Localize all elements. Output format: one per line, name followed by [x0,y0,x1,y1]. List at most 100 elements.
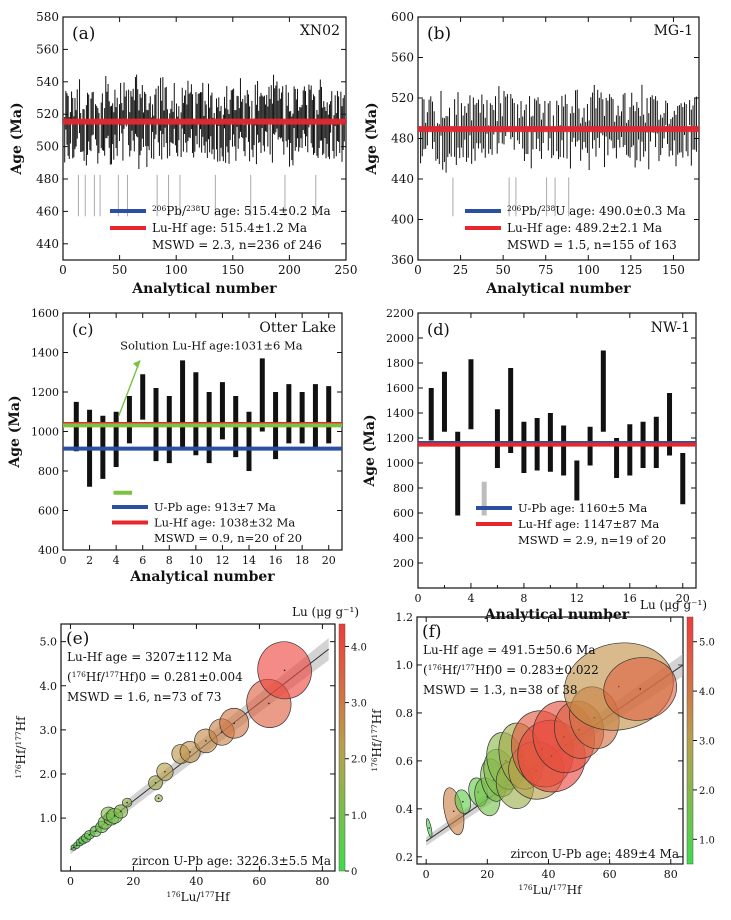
chart-panel-a: 0 50 100 150 200 250 440 460 480 500 520 540 560 580 (… [9,10,357,297]
x-tick-label: 60 [252,875,266,888]
x-axis-label-part: Lu/ [181,890,202,904]
y-tick-label: 400 [391,213,414,227]
y-tick-label: 200 [393,557,414,570]
y-tick-label: 1600 [31,307,59,320]
zircon-age-annotation: zircon U-Pb age: 489±4 Ma [510,847,679,861]
y-axis-label: Age (Ma) [364,102,380,175]
legend-entry: Lu-Hf age: 1038±32 Ma [154,516,295,530]
colorbar-tick-label: 5.0 [699,638,715,649]
x-axis-label: Analytical number [484,607,630,623]
y-tick-label: 500 [36,140,59,154]
colorbar-tick-label: 0 [351,867,357,878]
y-tick-label: 1000 [31,426,59,439]
y-tick-label: 5.0 [40,636,58,649]
y-axis-label-part: Hf/ [370,738,384,758]
legend-entry: 206Pb/238U age: 515.4±0.2 Ma [152,204,331,219]
sample-name: XN02 [300,23,340,39]
plot-frame [416,616,684,865]
plot-frame [62,16,347,261]
y-tick-label: 480 [36,172,59,186]
y-axis-label: 176Hf/177Hf [14,715,29,779]
y-tick-label: 580 [36,10,59,24]
x-tick-label: 50 [112,263,127,277]
data-point-center [94,830,97,833]
initial-ratio-annotation-part: ( [423,663,428,677]
colorbar-tick-label: 2.0 [351,755,367,766]
x-axis-label-part: 177 [200,890,214,899]
x-axis-label: 176Lu/177Hf [166,890,231,905]
data-point-center [189,751,191,753]
y-tick-label: 600 [38,505,59,518]
zircon-age-annotation: zircon U-Pb age: 3226.3±5.5 Ma [132,854,331,868]
initial-ratio-annotation-part: 176 [72,670,86,679]
y-tick-label: 1200 [386,432,414,445]
y-axis-label: Age (Ma) [9,102,25,175]
chart-panel-c: 0 2 4 6 8 10 12 14 16 18 20 400 600 800 1000 1200 1400 16… [7,307,343,585]
chart-panel-e: 0 20 40 60 80 1.0 2.0 3.0 4.0 5.0 0 1.0 2.0 3.0 4.0 Lu … [14,605,367,904]
x-tick-label: 0 [59,263,67,277]
annotation-arrow [118,360,141,416]
x-tick-label: 125 [619,263,642,277]
y-axis-label-part: 177 [14,731,23,745]
y-tick-label: 1200 [31,386,59,399]
legend-entry-part: 206 [152,204,166,213]
sample-name: NW-1 [651,320,690,336]
y-tick-label: 400 [393,532,414,545]
legend-entry: Lu-Hf age: 489.2±2.1 Ma [507,221,662,235]
colorbar-tick-label: 1.0 [351,811,367,822]
legend-entry-part: U age: 490.0±0.3 Ma [555,204,685,218]
colorbar [686,616,694,865]
y-tick-label: 800 [38,465,59,478]
panel-label: (d) [427,320,450,339]
data-point-center [164,770,166,773]
initial-ratio-annotation-part: = 0.283±0.022 [502,663,598,677]
colorbar-tick-label: 3.0 [351,699,367,710]
x-axis-label-part: Lu/ [533,883,554,897]
initial-ratio-annotation-part: 0 [139,670,147,684]
y-axis-label-part: 177 [370,724,379,738]
data-point-center [120,810,122,813]
x-tick-label: 75 [538,263,553,277]
y-tick-label: 1400 [386,407,414,420]
legend-entry-part: U age: 515.4±0.2 Ma [200,204,330,218]
plot-frame [60,623,336,872]
x-tick-label: 6 [139,554,146,567]
data-point-center [157,797,160,800]
y-tick-label: 800 [393,482,414,495]
x-tick-label: 100 [577,263,600,277]
y-tick-label: 560 [36,42,59,56]
y-tick-label: 0.8 [396,707,414,720]
colorbar-label: Lu (μg g⁻¹) [292,605,359,619]
x-axis-label: Analytical number [131,281,277,297]
y-tick-label: 1000 [386,457,414,470]
x-tick-label: 16 [623,592,637,605]
x-tick-label: 60 [603,868,617,881]
y-tick-label: 440 [36,237,59,251]
data-point-center [462,800,464,803]
x-tick-label: 20 [676,592,690,605]
y-tick-label: 4.0 [40,680,58,693]
initial-ratio-annotation-part: ( [67,670,72,684]
y-tick-label: 480 [391,132,414,146]
y-axis-label: Age (Ma) [362,414,378,487]
initial-ratio-annotation-part: 0 [495,663,503,677]
x-tick-label: 150 [221,263,244,277]
y-tick-label: 2200 [386,307,414,320]
x-axis-label: 176Lu/177Hf [518,883,583,898]
x-tick-label: 200 [278,263,301,277]
x-tick-label: 4 [467,592,474,605]
mswd-annotation: MSWD = 1.3, n=38 of 38 [423,683,577,697]
y-tick-label: 520 [391,91,414,105]
x-tick-label: 40 [189,875,203,888]
x-tick-label: 16 [269,554,283,567]
y-tick-label: 1800 [386,357,414,370]
legend-entry: Lu-Hf age: 515.4±1.2 Ma [152,221,307,235]
y-tick-label: 460 [36,204,59,218]
x-tick-label: 0 [423,868,430,881]
legend-entry: U-Pb age: 913±7 Ma [154,500,276,514]
y-axis-label-part: 176 [370,757,379,771]
colorbar-tick-label: 4.0 [699,687,715,698]
y-tick-label: 1.0 [40,812,58,825]
chart-panel-f: 0 20 40 60 80 0.2 0.4 0.6 0.8 1.0 1.2 1.0 2.0 3.0 4.0 5… [370,598,715,897]
initial-ratio-annotation: (176Hf/177Hf)0 = 0.281±0.004 [67,670,243,685]
